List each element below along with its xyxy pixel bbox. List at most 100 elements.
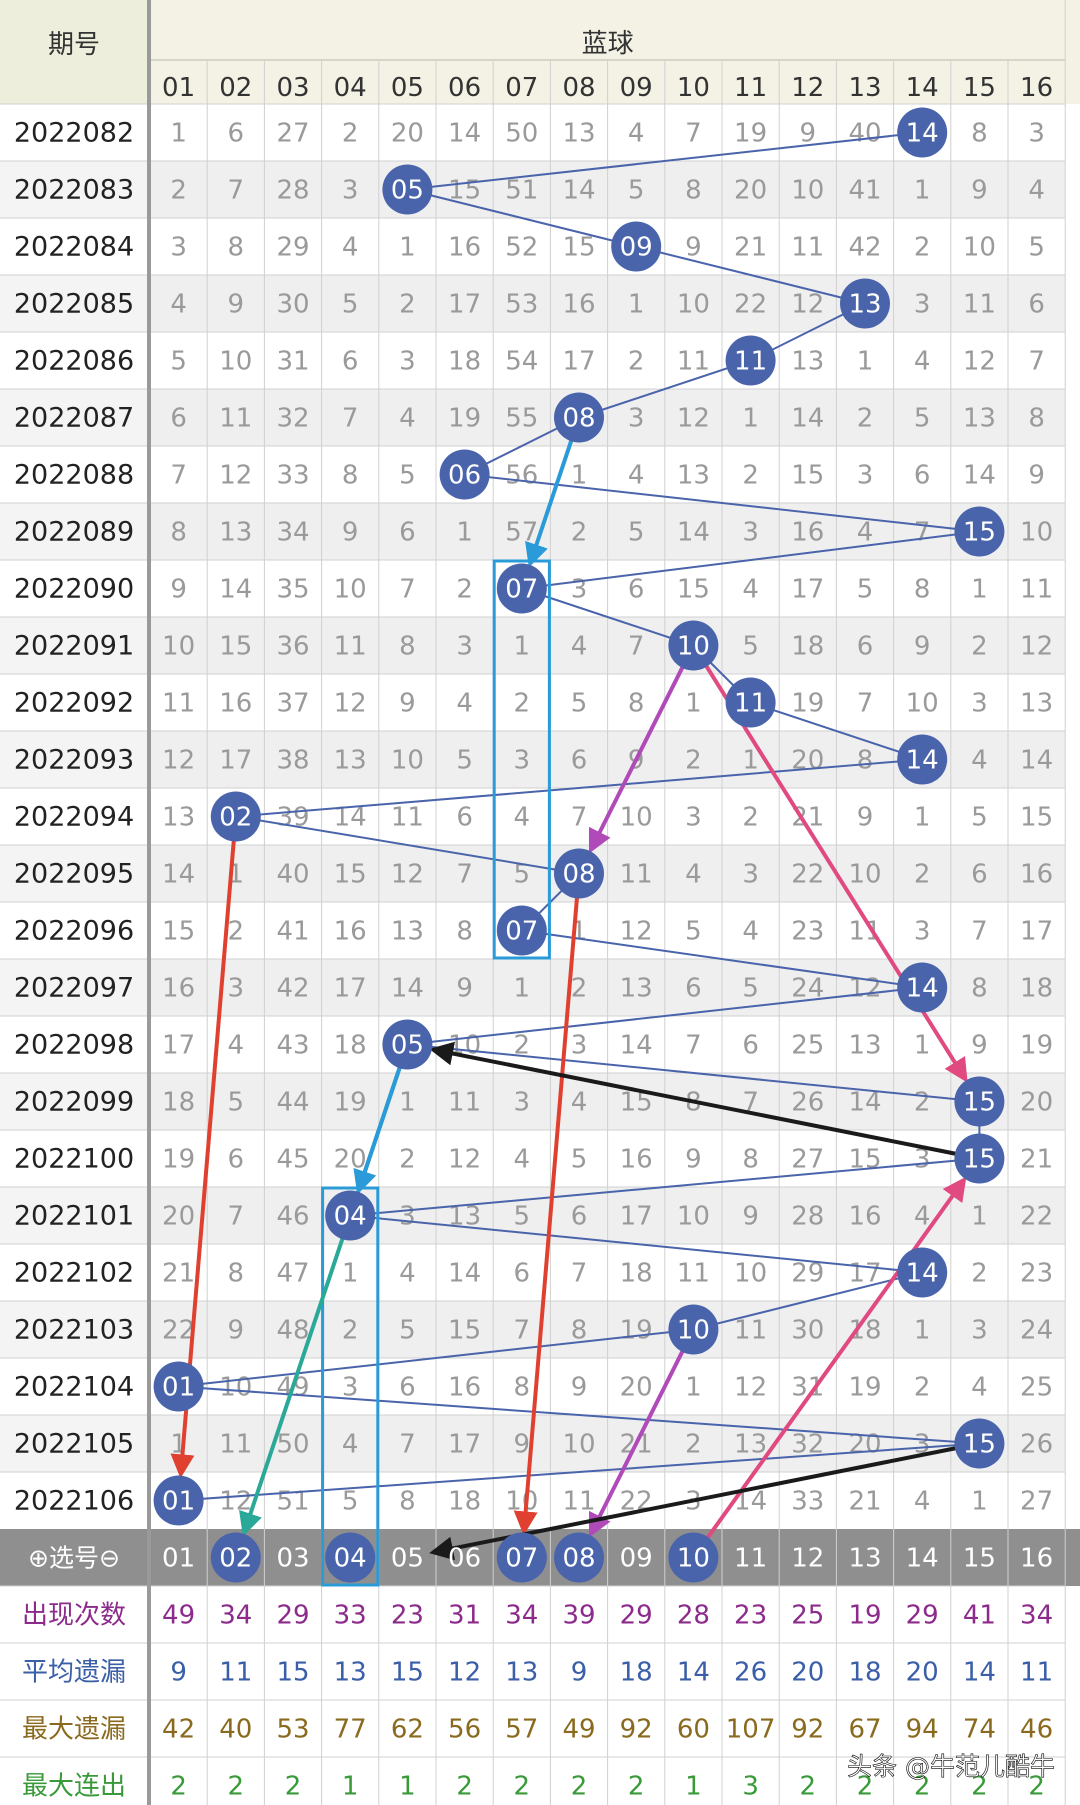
period-cell-bg: [0, 446, 148, 503]
trend-lines: [178, 131, 981, 1502]
select-number-07: 07: [505, 1544, 538, 1574]
cell-value: 53: [505, 290, 538, 320]
cell-value: 10: [963, 233, 996, 263]
cell-value: 4: [514, 1145, 531, 1175]
column-header-01: 01: [162, 73, 195, 103]
cell-value: 9: [914, 632, 931, 662]
cell-value: 17: [1020, 917, 1053, 947]
trend-segment: [407, 986, 923, 1046]
cell-value: 15: [791, 461, 824, 491]
column-header-13: 13: [848, 73, 881, 103]
cell-value: 10: [791, 176, 824, 206]
cell-value: 1: [628, 290, 645, 320]
cell-value: 4: [1028, 176, 1045, 206]
cell-value: 9: [342, 518, 359, 548]
cell-value: 3: [228, 974, 245, 1004]
period-cell-bg: [0, 845, 148, 902]
ball: [897, 1247, 948, 1298]
cell-value: 17: [620, 1202, 653, 1232]
cell-value: 16: [1020, 860, 1053, 890]
stat-value: 18: [620, 1658, 653, 1688]
cell-value: 1: [685, 689, 702, 719]
stat-value: 49: [162, 1601, 195, 1631]
stat-value: 9: [571, 1658, 588, 1688]
cell-value: 13: [562, 119, 595, 149]
cell-value: 4: [456, 689, 473, 719]
ball: [897, 107, 948, 158]
cell-value: 2: [170, 176, 187, 206]
cell-value: 6: [914, 461, 931, 491]
cell-value: 6: [514, 1259, 531, 1289]
cell-value: 3: [914, 290, 931, 320]
stat-value: 92: [620, 1715, 653, 1745]
trend-segment: [693, 1271, 923, 1331]
cell-value: 2: [342, 1316, 359, 1346]
cell-value: 15: [219, 632, 252, 662]
cell-value: 17: [448, 290, 481, 320]
cell-value: 4: [685, 860, 702, 890]
period-label: 2022096: [14, 916, 134, 947]
select-number-12: 12: [791, 1544, 824, 1574]
period-cell-bg: [0, 503, 148, 560]
stat-value: 56: [448, 1715, 481, 1745]
stat-value: 1: [685, 1772, 702, 1802]
column-header-06: 06: [448, 73, 481, 103]
cell-value: 11: [219, 1430, 252, 1460]
ball-number: 08: [562, 860, 595, 890]
period-cell-bg: [0, 1073, 148, 1130]
cell-value: 10: [677, 290, 710, 320]
cell-value: 8: [228, 1259, 245, 1289]
cell-value: 6: [399, 518, 416, 548]
ball: [897, 962, 948, 1013]
cell-value: 4: [857, 518, 874, 548]
cell-value: 6: [571, 1202, 588, 1232]
trend-segment: [578, 359, 751, 419]
ball-number: 09: [620, 233, 653, 263]
header-background: [0, 0, 1080, 104]
stat-value: 34: [219, 1601, 252, 1631]
stat-value: 1: [399, 1772, 416, 1802]
period-label: 2022089: [14, 517, 134, 548]
cell-value: 1: [342, 1259, 359, 1289]
cell-value: 6: [456, 803, 473, 833]
cell-value: 9: [971, 176, 988, 206]
period-label: 2022086: [14, 346, 134, 377]
cell-value: 9: [971, 1031, 988, 1061]
cell-value: 1: [742, 746, 759, 776]
cell-value: 6: [399, 1373, 416, 1403]
cell-value: 13: [162, 803, 195, 833]
selected-ball: [668, 1532, 719, 1583]
ball-number: 11: [734, 347, 767, 377]
cell-value: 1: [456, 518, 473, 548]
period-cell-bg: [0, 1016, 148, 1073]
cell-value: 1: [971, 575, 988, 605]
cell-value: 8: [342, 461, 359, 491]
cell-value: 5: [571, 1145, 588, 1175]
ball-number: 07: [505, 917, 538, 947]
stat-value: 14: [963, 1658, 996, 1688]
cell-value: 2: [742, 803, 759, 833]
cell-value: 7: [742, 1088, 759, 1118]
stat-value: 2: [800, 1772, 817, 1802]
cell-value: 3: [399, 1202, 416, 1232]
cell-value: 48: [276, 1316, 309, 1346]
stat-value: 15: [391, 1658, 424, 1688]
cell-value: 5: [742, 974, 759, 1004]
period-label: 2022105: [14, 1429, 134, 1460]
cell-value: 4: [342, 1430, 359, 1460]
cell-value: 12: [620, 917, 653, 947]
cell-value: 2: [628, 347, 645, 377]
ball-number: 06: [448, 461, 481, 491]
cell-value: 13: [734, 1430, 767, 1460]
cell-value: 20: [734, 176, 767, 206]
cell-value: 11: [391, 803, 424, 833]
ball-number: 01: [162, 1487, 195, 1517]
stat-value: 11: [1020, 1658, 1053, 1688]
cell-value: 41: [276, 917, 309, 947]
cell-value: 1: [914, 176, 931, 206]
stat-row-bg: [0, 1586, 1080, 1643]
table-header: 期号 蓝球 01 02 03 04 05 06 07 08 09 10 11 12 13 14 15 16: [48, 29, 1053, 103]
stat-value: 34: [505, 1601, 538, 1631]
cell-value: 16: [562, 290, 595, 320]
stat-value: 39: [562, 1601, 595, 1631]
